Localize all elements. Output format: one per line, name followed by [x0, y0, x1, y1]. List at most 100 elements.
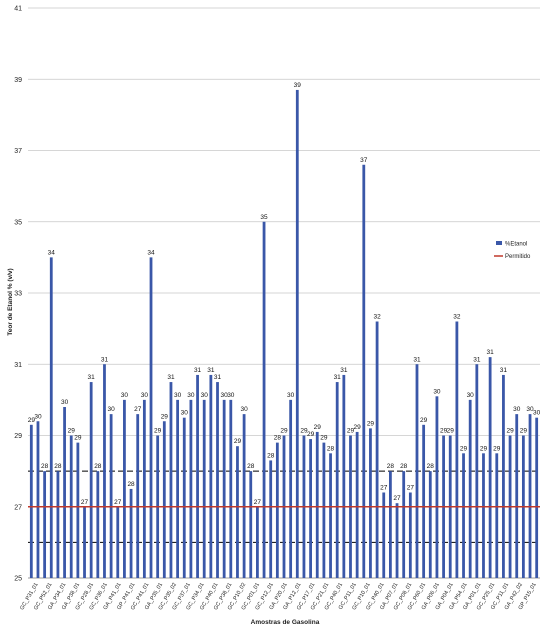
data-label: 31: [487, 349, 495, 356]
data-label: 31: [340, 367, 348, 374]
bar: [488, 357, 492, 578]
legend-label-series: %Etanol: [505, 242, 527, 248]
data-label: 31: [413, 356, 421, 363]
data-label: 31: [500, 367, 508, 374]
bar: [229, 399, 233, 578]
data-label: 30: [141, 392, 149, 399]
y-axis-title: Teor de Etanol % (v/v): [7, 268, 14, 335]
data-label: 30: [34, 413, 42, 420]
x-axis-title: Amostras de Gasolina: [251, 619, 320, 626]
data-label: 29: [480, 445, 488, 452]
data-label: 29: [74, 435, 82, 442]
bar: [36, 421, 40, 578]
data-label: 37: [360, 157, 368, 164]
data-label: 28: [54, 463, 62, 470]
bar: [502, 374, 505, 578]
data-label: 29: [300, 428, 308, 435]
data-label: 27: [407, 485, 415, 492]
data-label: 34: [147, 249, 155, 256]
bar: [329, 453, 332, 578]
data-label: 27: [81, 499, 89, 506]
bar: [395, 503, 399, 578]
data-label: 30: [181, 410, 189, 417]
bar: [275, 442, 279, 578]
data-label: 28: [41, 463, 49, 470]
data-label: 30: [433, 388, 441, 395]
data-label: 29: [28, 417, 36, 424]
data-label: 30: [221, 392, 229, 399]
data-label: 31: [101, 356, 109, 363]
bar: [202, 399, 206, 578]
data-label: 35: [260, 214, 268, 221]
bar: [428, 471, 432, 578]
bar: [475, 364, 479, 578]
bar: [382, 492, 386, 578]
data-label: 27: [380, 485, 388, 492]
bar: [29, 424, 33, 578]
x-axis-ticks: GC_P31_01GC_P52_01GA_P34_01GA_P38_01GC_P…: [19, 582, 537, 611]
bar: [176, 399, 180, 578]
legend: %Etanol Permitido: [494, 241, 531, 260]
bar: [388, 471, 392, 578]
data-label: 31: [194, 367, 202, 374]
data-label: 29: [307, 431, 315, 438]
bar: [355, 431, 359, 578]
data-label: 30: [121, 392, 129, 399]
data-label: 28: [267, 452, 275, 459]
data-label: 30: [187, 392, 195, 399]
bar: [43, 471, 47, 578]
bar: [196, 374, 199, 578]
data-label: 29: [354, 424, 362, 431]
bar: [242, 414, 246, 578]
data-label: 29: [154, 428, 162, 435]
bar: [56, 471, 60, 578]
bar: [189, 399, 193, 578]
bar: [528, 414, 532, 578]
bar: [415, 364, 419, 578]
y-axis-ticks: 25 27 29 31 33 35 37 39 41: [14, 6, 22, 583]
data-label: 28: [427, 463, 435, 470]
bar: [76, 442, 80, 578]
y-tick-label: 35: [14, 219, 22, 226]
data-label: 34: [48, 249, 56, 256]
bar: [129, 488, 133, 578]
bar: [149, 257, 153, 578]
y-tick-label: 41: [14, 6, 22, 13]
bar: [103, 364, 106, 578]
y-tick-label: 27: [14, 504, 22, 511]
bar: [256, 506, 259, 578]
data-label: 30: [526, 406, 534, 413]
bar: [83, 506, 86, 578]
bar: [342, 374, 346, 578]
data-label: 29: [314, 424, 322, 431]
bar: [295, 89, 299, 578]
bars: [29, 89, 539, 578]
bar: [162, 421, 166, 578]
bar: [422, 424, 426, 578]
data-label: 27: [134, 406, 142, 413]
bar: [262, 221, 266, 578]
data-label: 30: [513, 406, 521, 413]
data-label: 28: [400, 463, 408, 470]
legend-swatch-series: [496, 241, 502, 245]
bar: [216, 382, 219, 578]
data-label: 29: [280, 428, 288, 435]
data-label: 32: [453, 314, 461, 321]
bar: [335, 382, 339, 578]
bar: [462, 453, 465, 578]
data-label: 29: [234, 438, 242, 445]
data-label: 31: [207, 367, 215, 374]
data-label: 31: [473, 356, 481, 363]
legend-label-limit: Permitido: [505, 254, 531, 260]
data-label: 29: [493, 445, 501, 452]
bar: [116, 506, 120, 578]
bar: [408, 492, 412, 578]
y-tick-label: 31: [14, 362, 22, 369]
data-label: 30: [240, 406, 248, 413]
data-label: 29: [440, 428, 448, 435]
bar: [182, 417, 186, 578]
data-label: 27: [114, 499, 122, 506]
data-label: 31: [167, 374, 175, 381]
bar: [63, 407, 66, 578]
data-label: 29: [367, 420, 375, 427]
